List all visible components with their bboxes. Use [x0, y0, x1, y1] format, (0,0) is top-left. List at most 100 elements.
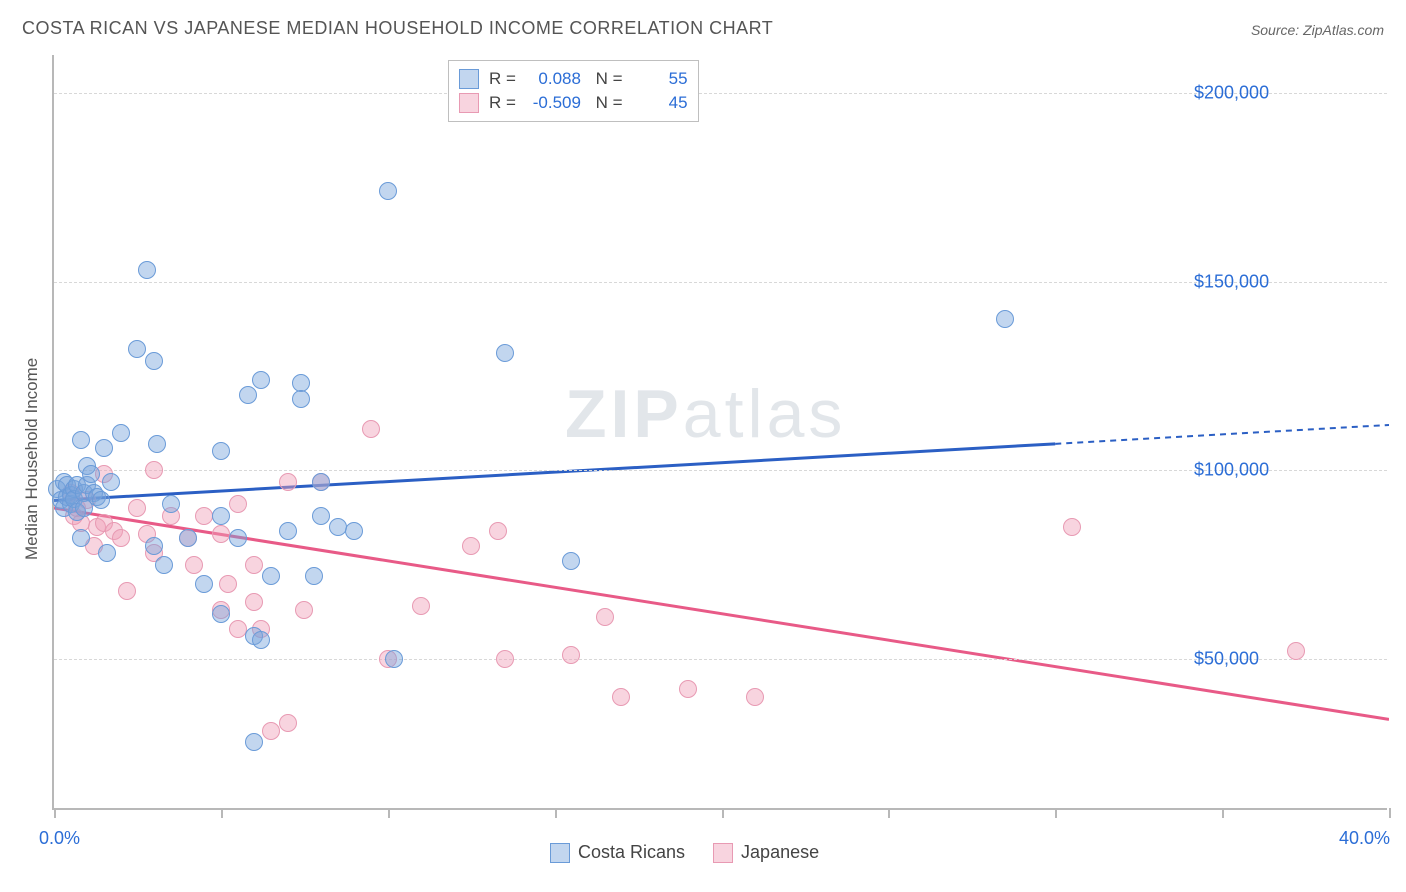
data-point-pink — [596, 608, 614, 626]
legend-swatch-pink — [713, 843, 733, 863]
data-point-pink — [295, 601, 313, 619]
trend-line — [54, 508, 1389, 719]
data-point-blue — [179, 529, 197, 547]
data-point-blue — [305, 567, 323, 585]
gridline — [54, 282, 1387, 283]
data-point-blue — [212, 507, 230, 525]
x-tick — [1389, 808, 1391, 818]
y-tick-label: $50,000 — [1194, 649, 1259, 670]
data-point-pink — [185, 556, 203, 574]
data-point-pink — [229, 620, 247, 638]
data-point-pink — [746, 688, 764, 706]
data-point-blue — [212, 605, 230, 623]
data-point-blue — [245, 733, 263, 751]
y-tick-label: $150,000 — [1194, 271, 1269, 292]
legend-item-pink: Japanese — [713, 842, 819, 863]
data-point-pink — [612, 688, 630, 706]
x-tick — [888, 808, 890, 818]
x-tick — [388, 808, 390, 818]
data-point-blue — [162, 495, 180, 513]
data-point-blue — [92, 491, 110, 509]
legend-label-pink: Japanese — [741, 842, 819, 863]
n-value-blue: 55 — [633, 67, 688, 91]
data-point-blue — [379, 182, 397, 200]
data-point-pink — [489, 522, 507, 540]
x-tick — [722, 808, 724, 818]
x-tick — [221, 808, 223, 818]
data-point-pink — [145, 461, 163, 479]
data-point-blue — [145, 352, 163, 370]
data-point-blue — [72, 431, 90, 449]
data-point-pink — [279, 714, 297, 732]
legend-row-pink: R = -0.509 N = 45 — [459, 91, 688, 115]
data-point-blue — [312, 507, 330, 525]
data-point-blue — [252, 631, 270, 649]
data-point-blue — [112, 424, 130, 442]
source-attribution: Source: ZipAtlas.com — [1251, 22, 1384, 38]
source-value: ZipAtlas.com — [1303, 22, 1384, 38]
data-point-pink — [362, 420, 380, 438]
gridline — [54, 659, 1387, 660]
data-point-pink — [412, 597, 430, 615]
data-point-blue — [195, 575, 213, 593]
data-point-pink — [496, 650, 514, 668]
data-point-pink — [128, 499, 146, 517]
data-point-blue — [252, 371, 270, 389]
y-tick-label: $200,000 — [1194, 82, 1269, 103]
gridline — [54, 93, 1387, 94]
r-label: R = — [489, 91, 516, 115]
data-point-pink — [679, 680, 697, 698]
data-point-pink — [279, 473, 297, 491]
data-point-pink — [1287, 642, 1305, 660]
data-point-blue — [279, 522, 297, 540]
y-axis-title: Median Household Income — [22, 358, 42, 560]
gridline — [54, 470, 1387, 471]
data-point-pink — [262, 722, 280, 740]
data-point-pink — [245, 556, 263, 574]
x-tick — [555, 808, 557, 818]
legend-label-blue: Costa Ricans — [578, 842, 685, 863]
data-point-blue — [138, 261, 156, 279]
data-point-blue — [145, 537, 163, 555]
n-label: N = — [591, 91, 623, 115]
r-value-pink: -0.509 — [526, 91, 581, 115]
data-point-blue — [95, 439, 113, 457]
data-point-blue — [329, 518, 347, 536]
series-legend: Costa Ricans Japanese — [550, 842, 819, 863]
data-point-blue — [155, 556, 173, 574]
x-tick — [1055, 808, 1057, 818]
data-point-pink — [229, 495, 247, 513]
data-point-blue — [98, 544, 116, 562]
data-point-blue — [148, 435, 166, 453]
legend-item-blue: Costa Ricans — [550, 842, 685, 863]
data-point-pink — [462, 537, 480, 555]
data-point-blue — [312, 473, 330, 491]
data-point-blue — [128, 340, 146, 358]
x-tick — [1222, 808, 1224, 818]
chart-container: COSTA RICAN VS JAPANESE MEDIAN HOUSEHOLD… — [0, 0, 1406, 892]
data-point-blue — [385, 650, 403, 668]
data-point-blue — [262, 567, 280, 585]
x-axis-label: 0.0% — [39, 828, 80, 849]
legend-row-blue: R = 0.088 N = 55 — [459, 67, 688, 91]
y-tick-label: $100,000 — [1194, 460, 1269, 481]
r-value-blue: 0.088 — [526, 67, 581, 91]
source-label: Source: — [1251, 22, 1299, 38]
data-point-pink — [195, 507, 213, 525]
data-point-blue — [562, 552, 580, 570]
data-point-blue — [292, 390, 310, 408]
plot-area: $50,000$100,000$150,000$200,0000.0%40.0% — [52, 55, 1387, 810]
n-value-pink: 45 — [633, 91, 688, 115]
r-label: R = — [489, 67, 516, 91]
data-point-pink — [112, 529, 130, 547]
data-point-pink — [1063, 518, 1081, 536]
data-point-pink — [562, 646, 580, 664]
correlation-legend: R = 0.088 N = 55 R = -0.509 N = 45 — [448, 60, 699, 122]
data-point-blue — [229, 529, 247, 547]
data-point-blue — [82, 465, 100, 483]
data-point-blue — [345, 522, 363, 540]
data-point-blue — [102, 473, 120, 491]
data-point-blue — [239, 386, 257, 404]
chart-title: COSTA RICAN VS JAPANESE MEDIAN HOUSEHOLD… — [22, 18, 773, 39]
x-tick — [54, 808, 56, 818]
